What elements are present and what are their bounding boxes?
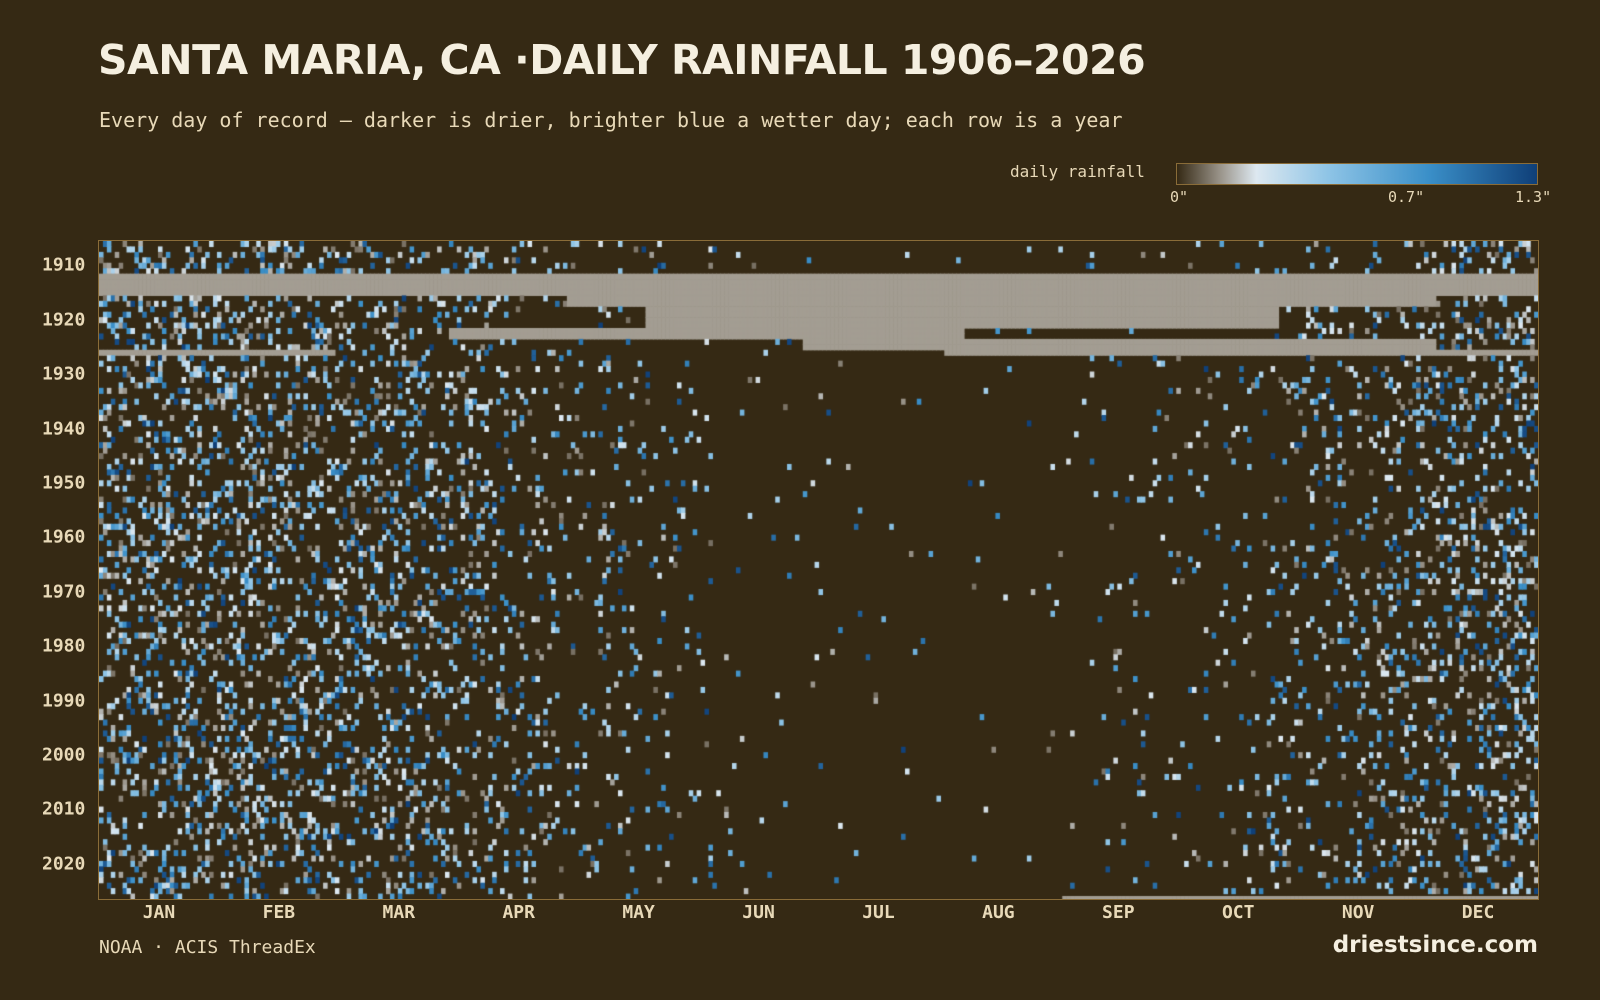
x-tick-label-sep: SEP	[1102, 902, 1135, 923]
source-credit: NOAA · ACIS ThreadEx	[99, 937, 316, 958]
x-tick-label-feb: FEB	[262, 902, 296, 923]
x-tick-label-jul: JUL	[862, 902, 895, 923]
legend-color-bar	[1176, 163, 1538, 185]
brand-link[interactable]: driestsince.com	[1332, 932, 1538, 958]
y-tick-label: 1990	[42, 690, 86, 711]
y-tick-label: 1980	[42, 635, 86, 657]
x-tick-label-dec: DEC	[1461, 902, 1495, 923]
legend-tick-0: 0"	[1170, 188, 1189, 206]
y-tick-label: 1950	[42, 472, 86, 494]
legend-label: daily rainfall	[1010, 162, 1145, 181]
x-tick-label-jun: JUN	[742, 902, 775, 923]
chart-subtitle: Every day of record — darker is drier, b…	[99, 108, 1123, 132]
x-tick-label-nov: NOV	[1341, 902, 1375, 923]
y-tick-label: 1910	[42, 254, 86, 276]
y-tick-label: 1920	[42, 309, 86, 331]
y-tick-label: 1940	[42, 418, 86, 440]
x-tick-label-oct: OCT	[1221, 902, 1255, 923]
rainfall-heatmap-canvas	[99, 241, 1538, 899]
y-tick-label: 1960	[42, 526, 86, 548]
y-tick-label: 2000	[42, 744, 86, 766]
x-tick-label-apr: APR	[502, 902, 535, 923]
y-tick-label: 1930	[42, 363, 86, 385]
y-tick-label: 1970	[42, 581, 86, 603]
x-tick-label-mar: MAR	[382, 902, 416, 923]
y-tick-label: 2010	[42, 798, 86, 820]
heatmap-plot	[98, 240, 1539, 900]
chart-title: SANTA MARIA, CA ·DAILY RAINFALL 1906–202…	[98, 36, 1146, 84]
x-tick-label-may: MAY	[622, 902, 655, 923]
legend-tick-mid: 0.7"	[1388, 188, 1425, 206]
x-tick-label-jan: JAN	[142, 902, 176, 923]
x-tick-label-aug: AUG	[982, 902, 1015, 923]
y-tick-label: 2020	[42, 853, 86, 875]
legend-tick-max: 1.3"	[1515, 188, 1552, 206]
